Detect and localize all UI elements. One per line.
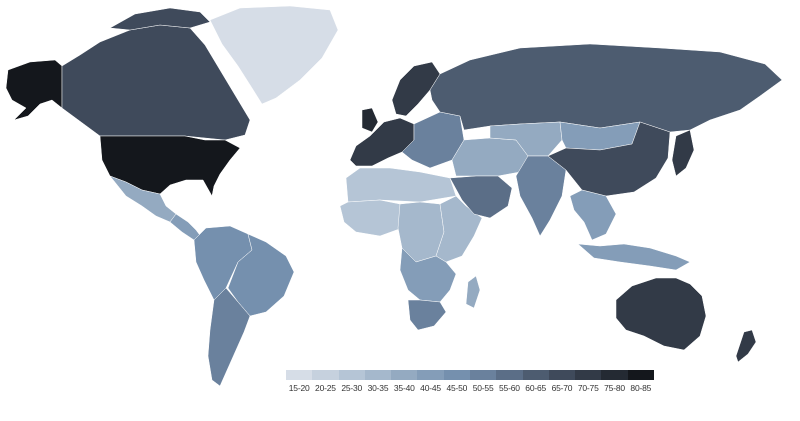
region-greenland [209, 5, 339, 105]
legend-swatch-60-65 [522, 370, 549, 380]
legend-label-50-55: 50-55 [472, 383, 494, 393]
region-west-africa [339, 199, 403, 237]
region-indonesia [577, 243, 691, 271]
region-south-america-south [207, 287, 251, 387]
legend-swatch-55-60 [496, 370, 523, 380]
legend-swatch-70-75 [575, 370, 602, 380]
region-russia [429, 43, 783, 133]
legend-label-45-50: 45-50 [446, 383, 468, 393]
map-legend: 15-20 20-25 25-30 30-35 35-40 40-45 45-50 50-55… [286, 370, 654, 396]
legend-label-60-65: 60-65 [525, 383, 547, 393]
region-alaska [5, 59, 63, 121]
region-australia [615, 277, 707, 351]
region-north-africa [345, 167, 457, 203]
legend-label-35-40: 35-40 [393, 383, 415, 393]
legend-label-40-45: 40-45 [420, 383, 441, 393]
legend-label-15-20: 15-20 [288, 383, 310, 393]
region-korea-japan [671, 129, 695, 177]
legend-swatch-80-85 [627, 370, 654, 380]
legend-swatch-20-25 [312, 370, 339, 380]
region-madagascar [465, 275, 481, 309]
legend-swatch-30-35 [364, 370, 392, 380]
legend-label-55-60: 55-60 [499, 383, 520, 393]
legend-swatch-45-50 [443, 370, 470, 380]
region-uk [361, 107, 379, 133]
region-east-africa [435, 195, 483, 263]
region-india [515, 155, 567, 237]
legend-swatch-40-45 [417, 370, 444, 380]
legend-label-80-85: 80-85 [630, 383, 652, 393]
region-south-africa [407, 299, 447, 331]
legend-label-70-75: 70-75 [577, 383, 599, 393]
legend-swatch-50-55 [469, 370, 497, 380]
region-new-zealand [735, 329, 757, 363]
region-southeast-asia [569, 189, 617, 241]
region-middle-east [451, 137, 529, 177]
legend-swatch-35-40 [391, 370, 418, 380]
legend-label-30-35: 30-35 [367, 383, 389, 393]
legend-label-25-30: 25-30 [341, 383, 363, 393]
legend-swatches [286, 370, 654, 380]
region-southern-africa [399, 247, 457, 303]
legend-label-75-80: 75-80 [604, 383, 625, 393]
region-brazil [227, 233, 295, 317]
legend-swatch-25-30 [338, 370, 365, 380]
region-arabia [449, 175, 513, 219]
legend-label-20-25: 20-25 [315, 383, 336, 393]
region-canada-islands [109, 7, 211, 31]
legend-labels: 15-20 20-25 25-30 30-35 35-40 40-45 45-50 50-55… [286, 383, 654, 393]
legend-swatch-75-80 [601, 370, 628, 380]
legend-label-65-70: 65-70 [551, 383, 573, 393]
legend-swatch-65-70 [548, 370, 576, 380]
legend-swatch-15-20 [286, 370, 313, 380]
region-western-europe [349, 117, 415, 167]
region-central-america [169, 213, 203, 241]
